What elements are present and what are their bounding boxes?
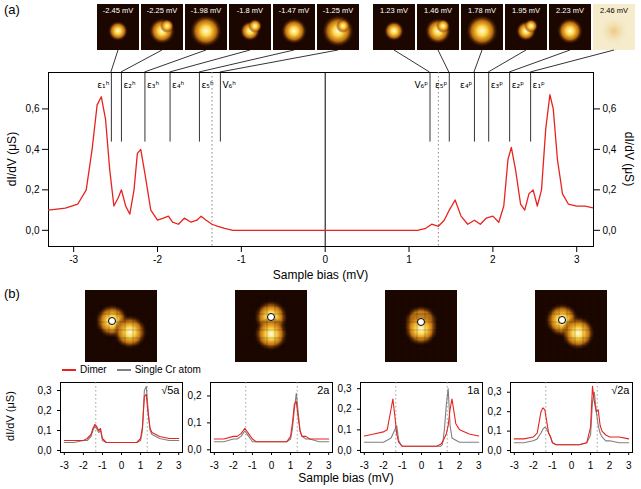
svg-text:0,3: 0,3 xyxy=(338,383,352,394)
svg-text:-1: -1 xyxy=(548,460,557,470)
svg-text:0,3: 0,3 xyxy=(38,385,52,396)
svg-text:-1.47 mV: -1.47 mV xyxy=(279,6,309,15)
html-text:Sample bias (mV): Sample bias (mV) xyxy=(298,471,394,485)
svg-text:0,2: 0,2 xyxy=(488,406,502,417)
svg-text:V₆ᵖ: V₆ᵖ xyxy=(414,80,428,90)
svg-text:√2a: √2a xyxy=(611,384,630,396)
svg-text:ε₂ʰ: ε₂ʰ xyxy=(123,80,135,90)
svg-text:-1: -1 xyxy=(237,254,246,265)
svg-text:0,4: 0,4 xyxy=(26,144,40,155)
svg-text:0,0: 0,0 xyxy=(488,445,502,456)
svg-text:0: 0 xyxy=(269,460,275,470)
html-text:dI/dV (μS): dI/dV (μS) xyxy=(622,131,636,187)
svg-text:0,0: 0,0 xyxy=(603,225,617,236)
svg-text:-2: -2 xyxy=(529,460,538,470)
svg-text:-3: -3 xyxy=(510,460,519,470)
svg-text:2: 2 xyxy=(307,460,313,470)
svg-text:2.46 mV: 2.46 mV xyxy=(600,6,628,15)
svg-text:0,6: 0,6 xyxy=(26,103,40,114)
svg-text:2: 2 xyxy=(457,460,463,470)
svg-text:0,1: 0,1 xyxy=(488,425,502,436)
svg-text:-1.8 mV: -1.8 mV xyxy=(237,6,263,15)
svg-text:2.23 mV: 2.23 mV xyxy=(556,6,584,15)
svg-text:2: 2 xyxy=(490,254,496,265)
html-text:Sample bias (mV): Sample bias (mV) xyxy=(272,268,369,282)
html-text:(a): (a) xyxy=(4,2,20,17)
svg-text:0,2: 0,2 xyxy=(26,184,40,195)
svg-text:3: 3 xyxy=(476,460,482,470)
svg-text:-2: -2 xyxy=(79,460,88,470)
svg-text:-1.25 mV: -1.25 mV xyxy=(323,6,353,15)
svg-text:3: 3 xyxy=(574,254,580,265)
svg-text:0,2: 0,2 xyxy=(38,405,52,416)
svg-text:-3: -3 xyxy=(60,460,69,470)
svg-text:ε₅ʰ: ε₅ʰ xyxy=(201,80,213,90)
svg-text:0: 0 xyxy=(119,460,125,470)
svg-text:1a: 1a xyxy=(467,384,480,396)
svg-text:-1: -1 xyxy=(398,460,407,470)
svg-text:-3: -3 xyxy=(69,254,78,265)
svg-text:0,4: 0,4 xyxy=(603,144,617,155)
svg-text:-1.98 mV: -1.98 mV xyxy=(191,6,221,15)
svg-text:1: 1 xyxy=(588,460,594,470)
svg-text:0,0: 0,0 xyxy=(188,444,202,455)
svg-text:-2: -2 xyxy=(153,254,162,265)
svg-text:-2: -2 xyxy=(229,460,238,470)
svg-text:1: 1 xyxy=(406,254,412,265)
svg-text:0,2: 0,2 xyxy=(603,184,617,195)
svg-text:0,0: 0,0 xyxy=(38,445,52,456)
svg-text:√5a: √5a xyxy=(161,384,180,396)
svg-text:ε₃ᵖ: ε₃ᵖ xyxy=(491,80,503,90)
svg-text:-2.25 mV: -2.25 mV xyxy=(147,6,177,15)
svg-text:0: 0 xyxy=(569,460,575,470)
html-text:(b): (b) xyxy=(4,286,20,301)
svg-text:2a: 2a xyxy=(317,384,330,396)
html-text:Dimer: Dimer xyxy=(80,364,107,375)
svg-text:1: 1 xyxy=(288,460,294,470)
svg-text:2: 2 xyxy=(157,460,163,470)
svg-text:0,1: 0,1 xyxy=(188,417,202,428)
svg-text:2: 2 xyxy=(607,460,613,470)
svg-text:ε₃ʰ: ε₃ʰ xyxy=(147,80,159,90)
svg-text:3: 3 xyxy=(176,460,182,470)
svg-text:0,2: 0,2 xyxy=(338,403,352,414)
svg-text:0,0: 0,0 xyxy=(26,225,40,236)
html-text:dI/dV (μS): dI/dV (μS) xyxy=(4,391,16,441)
svg-text:ε₄ᵖ: ε₄ᵖ xyxy=(460,80,472,90)
svg-text:0: 0 xyxy=(419,460,425,470)
svg-text:0,3: 0,3 xyxy=(488,386,502,397)
svg-text:ε₄ʰ: ε₄ʰ xyxy=(172,80,184,90)
svg-text:3: 3 xyxy=(626,460,632,470)
html-text:Single Cr atom: Single Cr atom xyxy=(134,364,201,375)
svg-text:1.95 mV: 1.95 mV xyxy=(512,6,540,15)
svg-text:ε₂ᵖ: ε₂ᵖ xyxy=(512,80,524,90)
html-text:dI/dV (μS): dI/dV (μS) xyxy=(5,131,19,187)
svg-text:ε₁ᵖ: ε₁ᵖ xyxy=(533,80,545,90)
svg-text:ε₁ʰ: ε₁ʰ xyxy=(97,80,109,90)
svg-text:0,2: 0,2 xyxy=(188,390,202,401)
svg-text:-1: -1 xyxy=(98,460,107,470)
svg-text:0,1: 0,1 xyxy=(38,425,52,436)
svg-text:-2: -2 xyxy=(379,460,388,470)
svg-text:1.46 mV: 1.46 mV xyxy=(424,6,452,15)
svg-text:0,6: 0,6 xyxy=(603,103,617,114)
svg-text:ε₅ᵖ: ε₅ᵖ xyxy=(435,80,447,90)
svg-text:0: 0 xyxy=(322,254,328,265)
svg-text:0,0: 0,0 xyxy=(338,445,352,456)
svg-text:-3: -3 xyxy=(360,460,369,470)
svg-text:-3: -3 xyxy=(210,460,219,470)
svg-text:1: 1 xyxy=(138,460,144,470)
svg-text:-1: -1 xyxy=(248,460,257,470)
svg-text:3: 3 xyxy=(326,460,332,470)
svg-text:V₆ʰ: V₆ʰ xyxy=(222,80,236,90)
svg-text:1: 1 xyxy=(438,460,444,470)
svg-text:1.78 mV: 1.78 mV xyxy=(468,6,496,15)
svg-text:0,1: 0,1 xyxy=(338,424,352,435)
svg-text:-2.45 mV: -2.45 mV xyxy=(103,6,133,15)
svg-text:1.23 mV: 1.23 mV xyxy=(380,6,408,15)
